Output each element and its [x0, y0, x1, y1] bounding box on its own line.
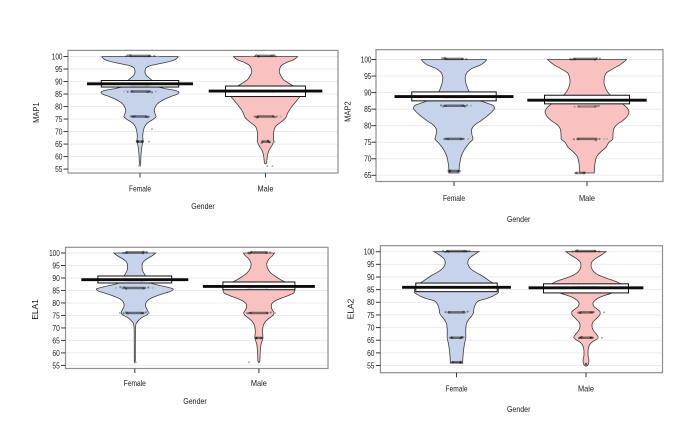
svg-text:90: 90	[364, 88, 372, 97]
svg-text:MAP2: MAP2	[343, 101, 353, 122]
svg-text:ELA2: ELA2	[346, 299, 356, 320]
svg-text:Female: Female	[443, 194, 465, 203]
svg-text:80: 80	[367, 298, 375, 307]
svg-text:Male: Male	[251, 379, 267, 388]
svg-text:60: 60	[55, 152, 63, 161]
svg-text:Gender: Gender	[183, 397, 207, 406]
svg-text:ELA1: ELA1	[30, 299, 40, 320]
svg-text:55: 55	[55, 165, 63, 174]
svg-text:75: 75	[367, 311, 375, 320]
svg-text:Gender: Gender	[191, 202, 215, 211]
svg-text:Female: Female	[446, 385, 468, 394]
svg-text:90: 90	[55, 77, 63, 86]
svg-text:75: 75	[364, 138, 372, 147]
svg-text:85: 85	[55, 90, 63, 99]
svg-text:100: 100	[52, 52, 63, 61]
svg-text:60: 60	[367, 349, 375, 358]
svg-text:80: 80	[55, 102, 63, 111]
svg-text:100: 100	[49, 249, 60, 258]
svg-text:95: 95	[364, 72, 372, 81]
svg-text:Male: Male	[578, 385, 594, 394]
svg-text:85: 85	[52, 286, 60, 295]
svg-text:Male: Male	[258, 184, 274, 193]
svg-text:Female: Female	[124, 379, 146, 388]
svg-text:65: 65	[364, 171, 372, 180]
svg-text:Gender: Gender	[507, 215, 531, 224]
svg-text:70: 70	[52, 324, 60, 333]
svg-text:70: 70	[364, 155, 372, 164]
svg-text:60: 60	[52, 349, 60, 358]
svg-text:55: 55	[52, 361, 60, 370]
svg-text:65: 65	[52, 336, 60, 345]
svg-text:100: 100	[361, 55, 372, 64]
svg-text:100: 100	[364, 248, 375, 257]
svg-text:95: 95	[52, 261, 60, 270]
svg-text:95: 95	[367, 260, 375, 269]
svg-text:85: 85	[364, 105, 372, 114]
svg-text:55: 55	[367, 361, 375, 370]
svg-text:90: 90	[367, 273, 375, 282]
svg-text:65: 65	[367, 336, 375, 345]
svg-text:65: 65	[55, 140, 63, 149]
svg-text:95: 95	[55, 65, 63, 74]
svg-text:90: 90	[52, 274, 60, 283]
svg-text:70: 70	[367, 323, 375, 332]
svg-text:Female: Female	[129, 184, 151, 193]
svg-text:MAP1: MAP1	[31, 102, 41, 123]
svg-text:80: 80	[364, 122, 372, 131]
svg-text:80: 80	[52, 299, 60, 308]
svg-text:85: 85	[367, 286, 375, 295]
svg-text:Male: Male	[579, 194, 595, 203]
svg-text:75: 75	[55, 115, 63, 124]
svg-text:Gender: Gender	[507, 405, 531, 414]
svg-text:75: 75	[52, 311, 60, 320]
svg-text:70: 70	[55, 127, 63, 136]
